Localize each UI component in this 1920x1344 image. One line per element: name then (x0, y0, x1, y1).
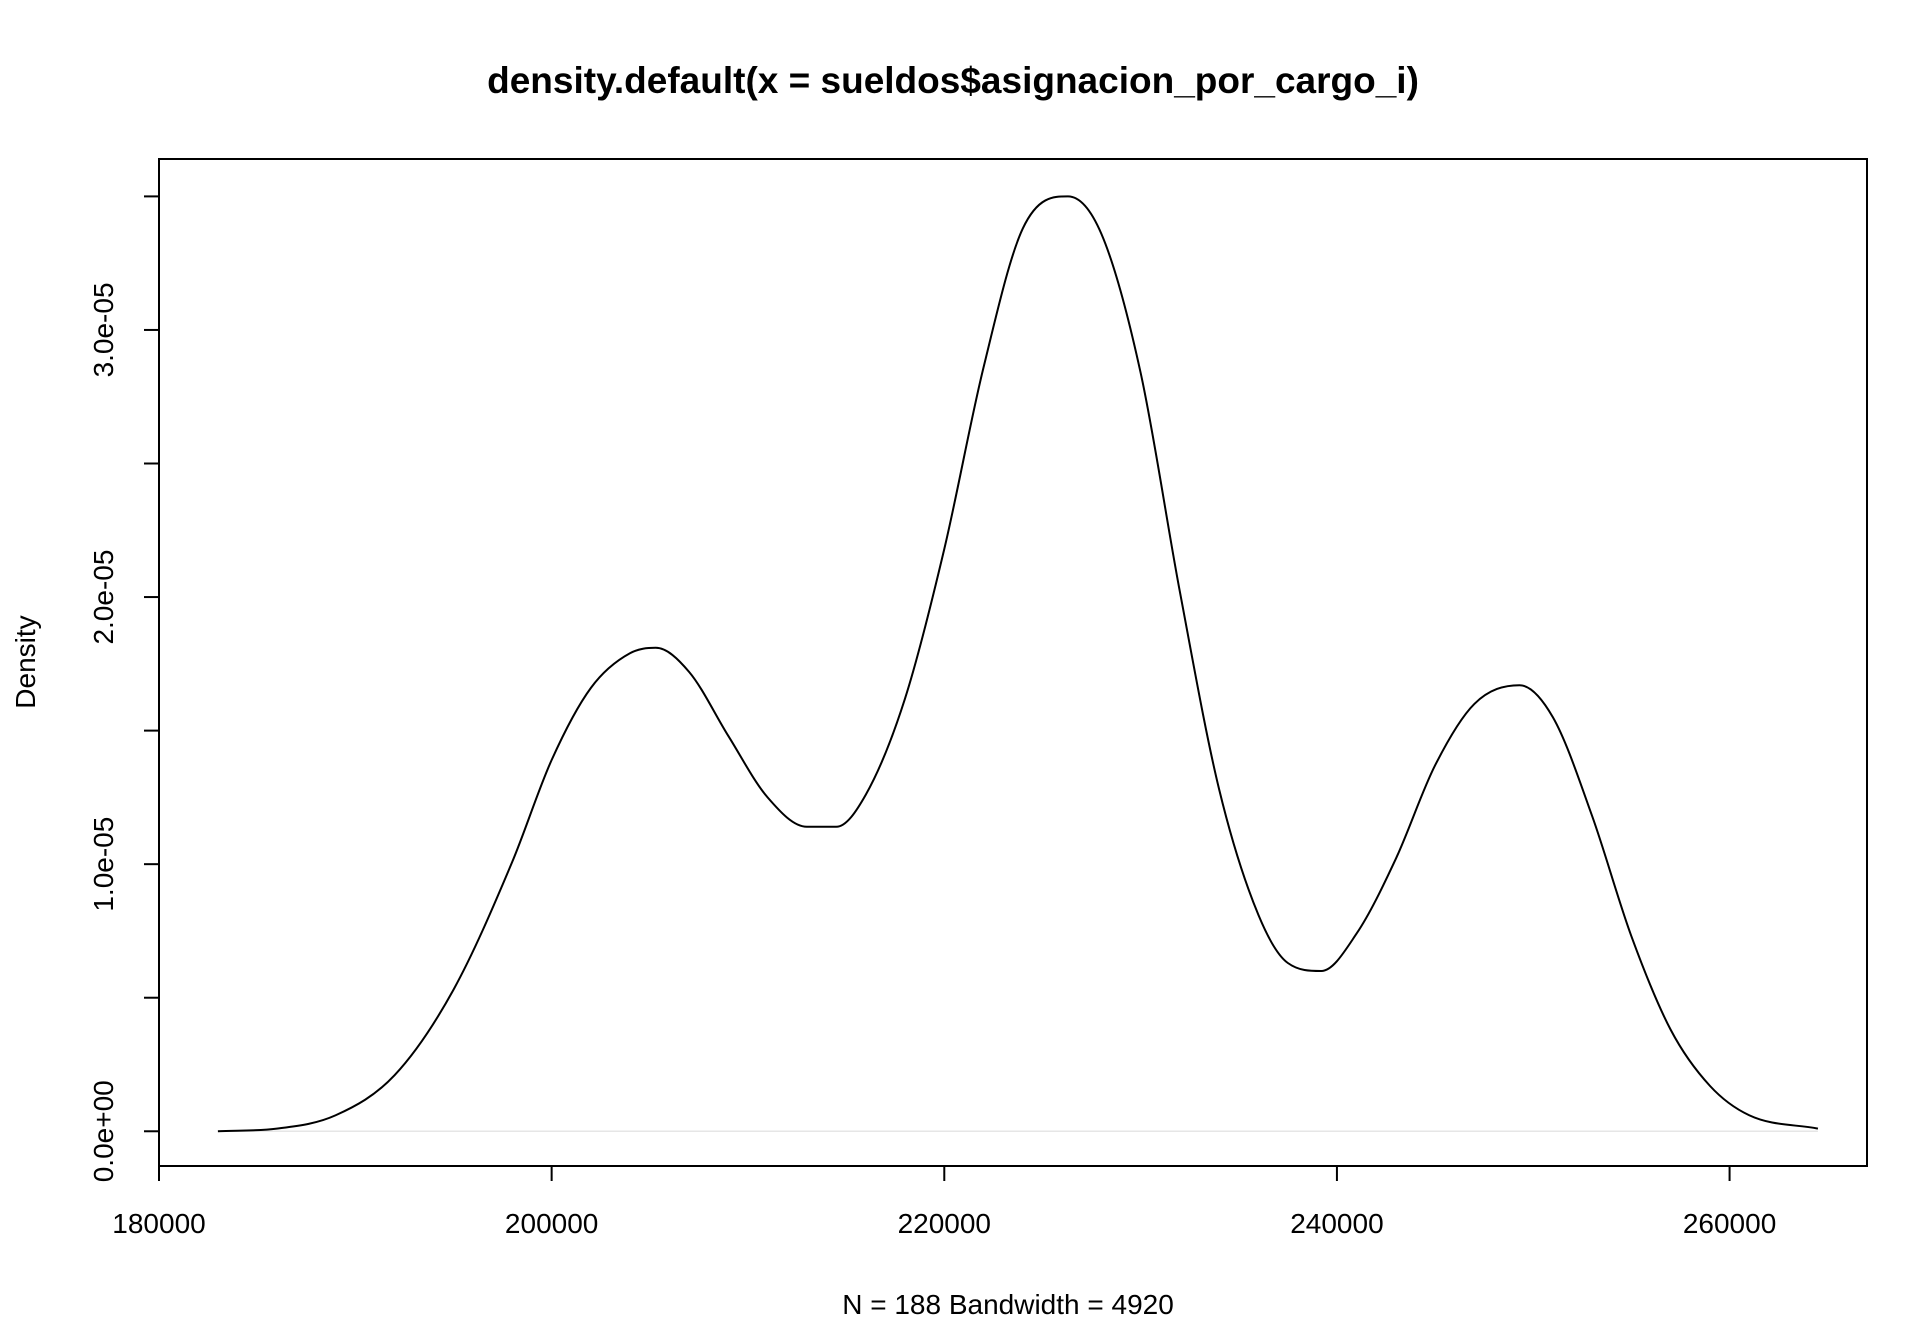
plot-frame (158, 158, 1868, 1167)
y-tick-label: 2.0e-05 (88, 550, 119, 645)
x-tick-label: 180000 (112, 1208, 205, 1239)
x-tick-label: 200000 (505, 1208, 598, 1239)
x-axis-title: N = 188 Bandwidth = 4920 (842, 1289, 1174, 1320)
y-tick-label: 0.0e+00 (88, 1080, 119, 1182)
x-tick-label: 260000 (1683, 1208, 1776, 1239)
y-tick-label: 3.0e-05 (88, 282, 119, 377)
y-axis-title: Density (10, 615, 41, 708)
x-axis: 180000 200000 220000 240000 260000 (112, 1165, 1776, 1239)
density-curve (217, 195, 1819, 1133)
x-tick-label: 220000 (898, 1208, 991, 1239)
y-axis: 0.0e+00 1.0e-05 2.0e-05 3.0e-05 (88, 195, 160, 1182)
chart-title: density.default(x = sueldos$asignacion_p… (487, 60, 1419, 101)
x-tick-label: 240000 (1290, 1208, 1383, 1239)
y-tick-label: 1.0e-05 (88, 817, 119, 912)
